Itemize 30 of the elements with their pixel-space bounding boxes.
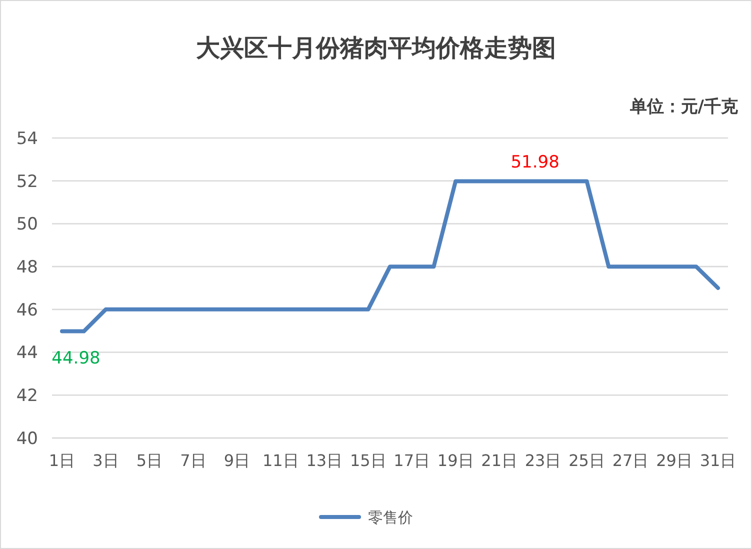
data-label: 51.98	[510, 152, 560, 172]
y-tick-label: 50	[16, 214, 38, 235]
x-tick-label: 19日	[437, 451, 474, 470]
y-tick-label: 54	[16, 128, 38, 149]
line-series	[60, 179, 720, 334]
data-label: 44.98	[52, 348, 100, 368]
x-tick-label: 9日	[224, 451, 250, 470]
x-tick-label: 29日	[656, 451, 692, 470]
x-tick-label: 23日	[524, 451, 562, 470]
y-tick-label: 40	[16, 428, 38, 449]
x-tick-label: 25日	[568, 451, 605, 470]
x-tick-label: 13日	[306, 451, 343, 470]
text: 单位：元/千克	[628, 97, 739, 117]
x-tick-label: 1日	[48, 451, 76, 470]
x-tick-label: 31日	[700, 451, 736, 470]
x-tick-label: 17日	[394, 451, 430, 470]
y-tick-label: 46	[16, 300, 38, 320]
x-tick-label: 21日	[481, 451, 518, 470]
y-tick-label: 48	[16, 258, 38, 278]
x-tick-label: 27日	[612, 451, 649, 470]
y-tick-label: 44	[16, 343, 38, 364]
x-tick-label: 11日	[262, 451, 299, 470]
x-tick-label: 5日	[136, 451, 163, 470]
x-tick-label: 3日	[92, 451, 119, 470]
y-tick-label: 42	[16, 386, 38, 406]
legend-label: 零售价	[368, 508, 413, 526]
x-tick-label: 7日	[180, 451, 206, 470]
chart-title: 大兴区十月份猪肉平均价格走势图	[196, 34, 556, 62]
y-tick-label: 52	[16, 172, 38, 192]
x-tick-label: 15日	[350, 451, 386, 470]
